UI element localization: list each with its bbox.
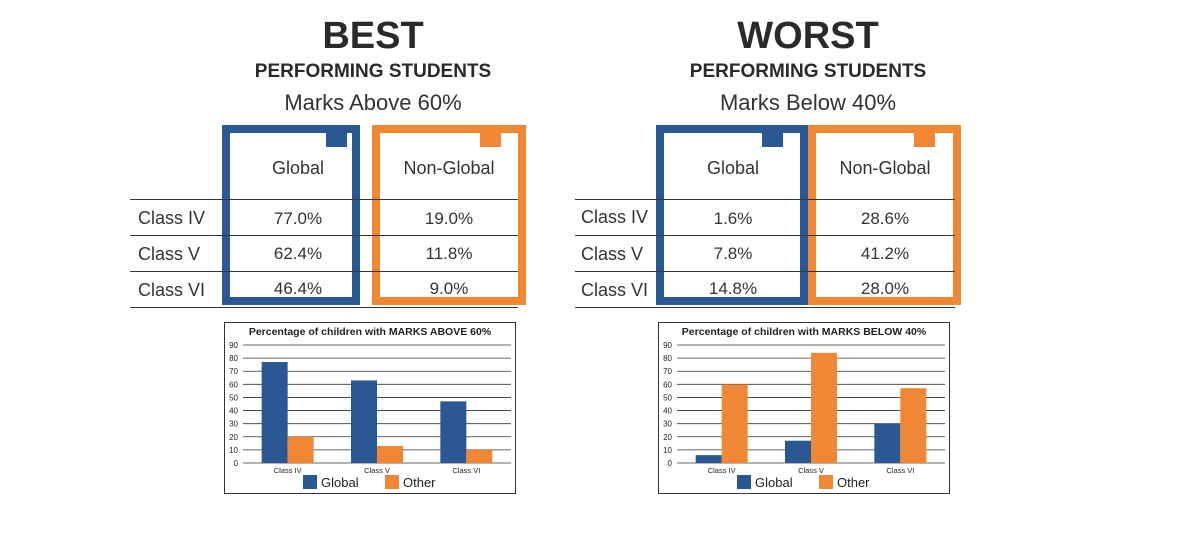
global-column-frame [656,125,808,305]
legend-swatch [385,475,399,489]
legend-swatch [819,475,833,489]
x-tick-label: Class V [364,466,390,475]
y-tick-label: 40 [229,407,238,416]
best-panel: BEST PERFORMING STUDENTS Marks Above 60% [143,0,603,533]
legend-label: Other [837,475,870,490]
column-header-global: Global [706,158,760,178]
column-header-nonglobal: Non-Global [403,158,495,178]
panel-title: WORST [737,15,879,57]
bar [900,388,927,463]
global-value: 46.4% [273,279,323,298]
bar [287,436,314,463]
table-divider [130,307,518,308]
y-tick-label: 40 [663,407,672,416]
chart-title: Percentage of children with MARKS ABOVE … [249,326,492,338]
bar [261,362,288,463]
y-tick-label: 70 [229,367,238,376]
row-label: Class VI [581,280,649,300]
table-divider [130,199,518,200]
table-divider [575,199,955,200]
bar [351,380,377,463]
y-tick-label: 80 [229,354,238,363]
y-tick-label: 50 [663,393,672,402]
nonglobal-value: 28.0% [860,279,910,298]
chart-above-60: Percentage of children with MARKS ABOVE … [224,322,516,494]
bar [440,401,467,463]
nonglobal-value: 19.0% [424,209,474,228]
global-value: 1.6% [713,209,753,228]
chart-below-40: Percentage of children with MARKS BELOW … [658,322,950,494]
global-column-tab [326,133,347,147]
y-tick-label: 20 [663,433,672,442]
column-header-nonglobal: Non-Global [839,158,931,178]
y-tick-label: 0 [668,459,673,468]
bar [466,449,493,463]
y-tick-label: 90 [663,341,672,350]
row-label: Class V [138,244,201,264]
legend-label: Other [403,475,436,490]
bar [377,445,403,463]
bar [811,352,837,463]
nonglobal-value: 41.2% [860,244,910,263]
y-tick-label: 70 [663,367,672,376]
y-tick-label: 90 [229,341,238,350]
global-column-tab [762,133,783,147]
column-header-global: Global [271,158,325,178]
y-tick-label: 0 [234,459,239,468]
panel-title: BEST [322,15,424,57]
nonglobal-column-frame [808,125,961,305]
panel-caption: Marks Above 60% [284,90,462,115]
y-tick-label: 80 [663,354,672,363]
global-value: 7.8% [713,244,753,263]
global-column-frame [222,125,360,305]
row-label: Class IV [581,207,649,227]
y-tick-label: 10 [663,446,672,455]
nonglobal-value: 11.8% [425,244,473,263]
y-tick-label: 60 [663,380,672,389]
y-tick-label: 30 [663,420,672,429]
table-divider [130,271,518,272]
panel-subtitle: PERFORMING STUDENTS [689,61,927,82]
global-value: 62.4% [273,244,323,263]
nonglobal-value: 28.6% [860,209,910,228]
row-label: Class IV [138,208,206,228]
nonglobal-column-tab [480,133,501,147]
y-tick-label: 30 [229,420,238,429]
x-tick-label: Class IV [708,466,736,475]
bar [785,440,811,463]
global-value: 14.8% [708,279,758,298]
legend-swatch [303,475,317,489]
table-divider [130,235,518,236]
legend-label: Global [755,475,793,490]
table-divider [575,271,955,272]
bar [695,455,722,463]
bar [874,423,901,463]
x-tick-label: Class V [798,466,824,475]
x-tick-label: Class VI [886,466,914,475]
y-tick-label: 50 [229,393,238,402]
row-label: Class VI [138,280,206,300]
nonglobal-value: 9.0% [429,279,469,298]
x-tick-label: Class VI [452,466,480,475]
chart-svg: Percentage of children with MARKS ABOVE … [229,326,511,490]
nonglobal-column-frame [372,125,526,305]
y-tick-label: 10 [229,446,238,455]
table-divider [575,307,955,308]
y-tick-label: 20 [229,433,238,442]
row-label: Class V [581,244,644,264]
legend-label: Global [321,475,359,490]
chart-title: Percentage of children with MARKS BELOW … [682,326,927,338]
worst-panel: WORST PERFORMING STUDENTS Marks Below 40… [578,0,1038,533]
y-tick-label: 60 [229,380,238,389]
legend-swatch [737,475,751,489]
nonglobal-column-tab [914,133,935,147]
x-tick-label: Class IV [274,466,302,475]
panel-subtitle: PERFORMING STUDENTS [254,61,492,82]
chart-svg: Percentage of children with MARKS BELOW … [663,326,945,490]
panel-caption: Marks Below 40% [719,90,897,115]
table-divider [575,235,955,236]
global-value: 77.0% [273,209,323,228]
bar [721,384,748,463]
